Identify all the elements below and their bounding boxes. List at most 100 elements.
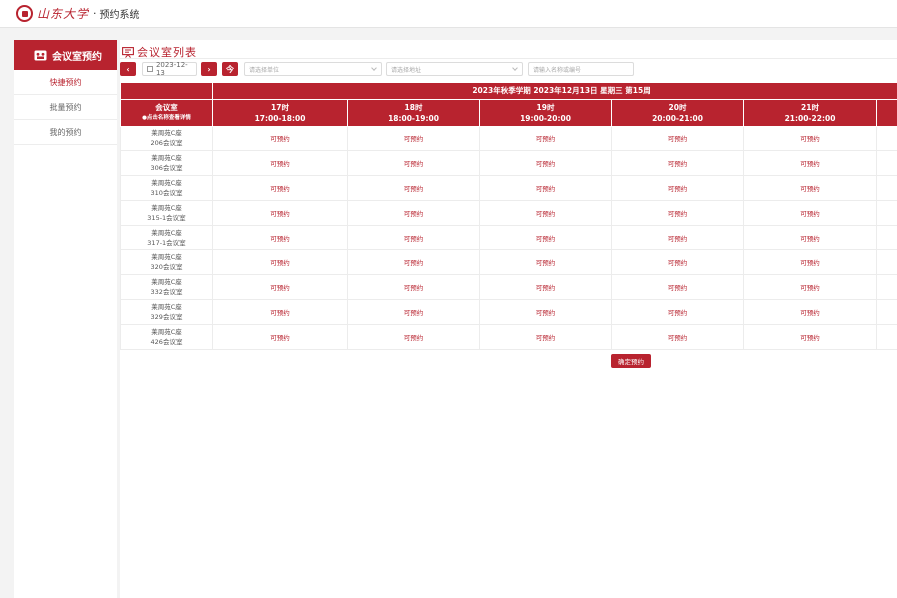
room-schedule-table: 2023年秋季学期 2023年12月13日 星期三 第15周 会议室 ●点击名称… bbox=[120, 83, 897, 350]
slot-cell-available[interactable]: 可预约 bbox=[611, 249, 744, 276]
next-day-button[interactable]: › bbox=[201, 62, 217, 76]
slot-cell-available[interactable]: 可预约 bbox=[611, 274, 744, 301]
chevron-down-icon bbox=[371, 65, 377, 71]
slot-cell-available[interactable]: 可预约 bbox=[347, 200, 480, 226]
slot-cell-available[interactable]: 可预约 bbox=[611, 200, 744, 226]
page-title: 会议室列表 bbox=[137, 46, 197, 59]
slot-cell-available[interactable]: 可预约 bbox=[212, 126, 348, 152]
slot-cell-available[interactable]: 可预约 bbox=[212, 200, 348, 226]
slot-cell-available[interactable]: 可预约 bbox=[743, 200, 877, 226]
sidebar: 会议室预约 快捷预约 批量预约 我的预约 bbox=[14, 40, 117, 598]
room-name-cell[interactable]: 莱周苑C座 317-1会议室 bbox=[120, 225, 213, 251]
time-slot-hour: 21时 bbox=[801, 102, 819, 112]
slot-cell-available[interactable]: 可预约 bbox=[611, 126, 744, 152]
slot-cell-available[interactable]: 可预约 bbox=[611, 299, 744, 325]
slot-cell-available[interactable]: 可预约 bbox=[743, 150, 877, 177]
university-seal-icon bbox=[16, 5, 33, 22]
slot-cell-available[interactable]: 可预约 bbox=[347, 150, 480, 177]
slot-cell-available[interactable]: 可预约 bbox=[743, 249, 877, 276]
slot-cell-available[interactable]: 可预约 bbox=[347, 126, 480, 152]
room-number: 315-1会议室 bbox=[147, 213, 186, 222]
slot-cell-available[interactable]: 可预约 bbox=[347, 324, 480, 350]
slot-cell-available[interactable]: 可预约 bbox=[479, 225, 612, 251]
time-slot-header: 20时 20:00-21:00 bbox=[611, 99, 744, 127]
address-select[interactable]: 请选择地址 bbox=[386, 62, 523, 76]
room-building: 莱周苑C座 bbox=[151, 278, 182, 287]
title-divider bbox=[120, 58, 897, 59]
meeting-room-icon bbox=[34, 50, 47, 60]
room-building: 莱周苑C座 bbox=[151, 327, 182, 336]
time-slot-range: 20:00-21:00 bbox=[652, 113, 703, 123]
table-row: 莱周苑C座 317-1会议室 可预约 可预约 可预约 可预约 可预约 bbox=[120, 225, 897, 251]
slot-cell-available[interactable]: 可预约 bbox=[611, 324, 744, 350]
search-input-placeholder: 请输入名称或编号 bbox=[533, 66, 582, 74]
table-corner bbox=[120, 83, 213, 100]
date-banner: 2023年秋季学期 2023年12月13日 星期三 第15周 bbox=[211, 83, 897, 100]
slot-cell-available[interactable]: 可预约 bbox=[347, 249, 480, 276]
prev-day-button[interactable]: ‹ bbox=[120, 62, 136, 76]
room-rows: 莱周苑C座 206会议室 可预约 可预约 可预约 可预约 可预约 莱周苑C座 306会议室 可预约… bbox=[120, 126, 897, 350]
slot-cell-available[interactable]: 可预约 bbox=[212, 324, 348, 350]
sidebar-item-batch-booking[interactable]: 批量预约 bbox=[14, 95, 117, 120]
date-value: 2023-12-13 bbox=[155, 61, 188, 77]
time-slot-hour: 19时 bbox=[536, 102, 555, 112]
slot-cell-available[interactable]: 可预约 bbox=[743, 126, 877, 152]
slot-cell-available[interactable]: 可预约 bbox=[479, 249, 612, 276]
room-name-cell[interactable]: 莱周苑C座 329会议室 bbox=[120, 299, 213, 325]
time-slot-range: 21:00-22:00 bbox=[784, 113, 836, 123]
table-row: 莱周苑C座 206会议室 可预约 可预约 可预约 可预约 可预约 bbox=[120, 126, 897, 152]
search-input[interactable]: 请输入名称或编号 bbox=[528, 62, 634, 76]
confirm-booking-button[interactable]: 确定预约 bbox=[611, 354, 651, 368]
title-separator: · bbox=[93, 7, 97, 20]
slot-cell-available[interactable]: 可预约 bbox=[212, 299, 348, 325]
slot-cell-available[interactable]: 可预约 bbox=[743, 274, 877, 301]
slot-cell-available[interactable]: 可预约 bbox=[479, 299, 612, 325]
slot-cell-available[interactable]: 可预约 bbox=[347, 175, 480, 201]
slot-cell-available[interactable]: 可预约 bbox=[347, 274, 480, 301]
slot-cell-available[interactable]: 可预约 bbox=[479, 126, 612, 152]
room-name-cell[interactable]: 莱周苑C座 310会议室 bbox=[120, 175, 213, 201]
slot-cell-available[interactable]: 可预约 bbox=[212, 225, 348, 251]
date-picker[interactable]: 2023-12-13 bbox=[142, 61, 197, 77]
sidebar-item-my-bookings[interactable]: 我的预约 bbox=[14, 120, 117, 145]
slot-cell-available[interactable]: 可预约 bbox=[611, 225, 744, 251]
slot-cell-available[interactable]: 可预约 bbox=[611, 150, 744, 177]
time-slot-range: 19:00-20:00 bbox=[520, 113, 571, 123]
room-name-cell[interactable]: 莱周苑C座 315-1会议室 bbox=[120, 200, 213, 226]
slot-cell-available[interactable]: 可预约 bbox=[743, 225, 877, 251]
room-name-cell[interactable]: 莱周苑C座 306会议室 bbox=[120, 150, 213, 177]
slot-cell-available[interactable]: 可预约 bbox=[743, 299, 877, 325]
slot-cell-available[interactable]: 可预约 bbox=[212, 175, 348, 201]
slot-cell-partial bbox=[876, 225, 897, 251]
address-select-placeholder: 请选择地址 bbox=[391, 66, 422, 74]
room-name-cell[interactable]: 莱周苑C座 206会议室 bbox=[120, 126, 213, 152]
slot-cell-available[interactable]: 可预约 bbox=[479, 324, 612, 350]
slot-cell-available[interactable]: 可预约 bbox=[347, 299, 480, 325]
room-number: 426会议室 bbox=[150, 337, 183, 346]
system-title: 预约系统 bbox=[99, 10, 140, 21]
today-button[interactable]: 今 bbox=[222, 62, 238, 76]
room-name-cell[interactable]: 莱周苑C座 320会议室 bbox=[120, 249, 213, 276]
slot-cell-available[interactable]: 可预约 bbox=[479, 150, 612, 177]
unit-select[interactable]: 请选择单位 bbox=[244, 62, 382, 76]
slot-cell-available[interactable]: 可预约 bbox=[479, 200, 612, 226]
slot-cell-available[interactable]: 可预约 bbox=[479, 274, 612, 301]
time-slot-range: 18:00-19:00 bbox=[388, 113, 439, 123]
slot-cell-available[interactable]: 可预约 bbox=[611, 175, 744, 201]
slot-cell-available[interactable]: 可预约 bbox=[743, 324, 877, 350]
sidebar-item-quick-booking[interactable]: 快捷预约 bbox=[14, 70, 117, 95]
time-slot-header: 19时 19:00-20:00 bbox=[479, 99, 612, 127]
slot-cell-available[interactable]: 可预约 bbox=[212, 150, 348, 177]
slot-cell-available[interactable]: 可预约 bbox=[212, 274, 348, 301]
slot-cell-available[interactable]: 可预约 bbox=[212, 249, 348, 276]
slot-cell-available[interactable]: 可预约 bbox=[347, 225, 480, 251]
slot-cell-partial bbox=[876, 299, 897, 325]
slot-cell-available[interactable]: 可预约 bbox=[743, 175, 877, 201]
slot-cell-available[interactable]: 可预约 bbox=[479, 175, 612, 201]
slot-cell-partial bbox=[876, 200, 897, 226]
room-name-cell[interactable]: 莱周苑C座 332会议室 bbox=[120, 274, 213, 301]
table-row: 莱周苑C座 320会议室 可预约 可预约 可预约 可预约 可预约 bbox=[120, 249, 897, 276]
time-slot-header: 17时 17:00-18:00 bbox=[212, 99, 348, 127]
room-name-cell[interactable]: 莱周苑C座 426会议室 bbox=[120, 324, 213, 350]
